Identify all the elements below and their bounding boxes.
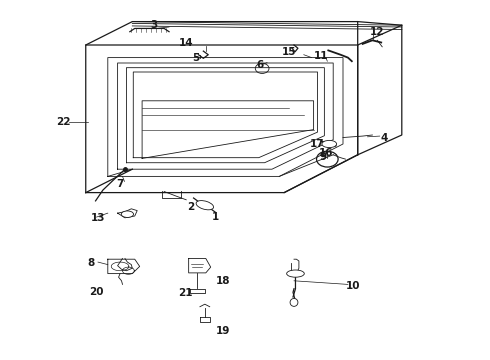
Ellipse shape bbox=[290, 298, 298, 306]
Text: 18: 18 bbox=[216, 276, 230, 286]
Text: 10: 10 bbox=[345, 281, 360, 291]
Text: 13: 13 bbox=[91, 213, 105, 223]
Text: 17: 17 bbox=[310, 139, 324, 149]
Text: 11: 11 bbox=[314, 51, 328, 61]
Text: 8: 8 bbox=[87, 258, 94, 268]
Text: 12: 12 bbox=[370, 27, 385, 37]
Text: 20: 20 bbox=[89, 287, 104, 297]
Text: 6: 6 bbox=[256, 60, 263, 70]
Text: 4: 4 bbox=[381, 132, 389, 143]
Text: 7: 7 bbox=[116, 179, 124, 189]
Text: 15: 15 bbox=[282, 47, 296, 57]
Ellipse shape bbox=[287, 270, 304, 277]
Text: 19: 19 bbox=[216, 326, 230, 336]
Ellipse shape bbox=[196, 201, 214, 210]
Ellipse shape bbox=[322, 140, 337, 148]
Text: 1: 1 bbox=[212, 212, 219, 222]
Text: 14: 14 bbox=[179, 38, 194, 48]
Text: 9: 9 bbox=[320, 152, 327, 162]
Text: 16: 16 bbox=[318, 148, 333, 158]
Text: 2: 2 bbox=[188, 202, 195, 212]
Text: 22: 22 bbox=[56, 117, 71, 127]
Ellipse shape bbox=[122, 211, 133, 217]
Text: 3: 3 bbox=[151, 20, 158, 30]
Text: 21: 21 bbox=[178, 288, 193, 298]
Text: 5: 5 bbox=[193, 53, 199, 63]
